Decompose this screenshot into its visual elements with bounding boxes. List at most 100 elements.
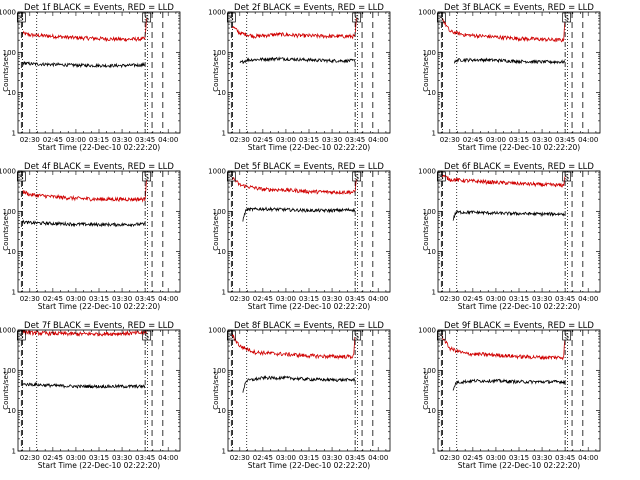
chart-panel-2: Det 2f BLACK = Events, RED = LLD Counts/s…: [208, 3, 391, 152]
x-tick-label: 03:00: [66, 295, 86, 303]
y-axis-label: Counts/sec: [2, 53, 10, 92]
saa-marker-label: S: [354, 15, 359, 23]
y-tick-label: 100: [213, 49, 226, 57]
y-axis-label: Counts/sec: [422, 371, 430, 410]
y-tick-label: 1: [12, 448, 16, 456]
chart-panel-9: Det 9f BLACK = Events, RED = LLD Counts/s…: [418, 321, 601, 470]
chart-panel-4: Det 4f BLACK = Events, RED = LLD Counts/s…: [0, 162, 181, 311]
plot-frame: [437, 329, 601, 452]
x-tick-label: 04:00: [578, 295, 598, 303]
series-line-lld: [21, 330, 147, 337]
y-tick-label: 100: [423, 367, 436, 375]
x-tick-label: 03:45: [135, 454, 155, 462]
x-tick-label: 02:30: [230, 454, 250, 462]
saa-marker-label: S: [144, 333, 149, 341]
saa-marker-label: S: [19, 174, 24, 182]
x-axis-label: Start Time (22-Dec-10 02:22:20): [458, 143, 580, 152]
x-tick-label: 03:00: [276, 454, 296, 462]
saa-marker-box: [436, 171, 446, 182]
chart-panel-6: Det 6f BLACK = Events, RED = LLD Counts/s…: [418, 162, 601, 311]
x-tick-label: 02:30: [20, 295, 40, 303]
x-tick-label: 02:45: [43, 136, 63, 144]
x-tick-label: 04:00: [368, 295, 388, 303]
x-tick-label: 03:15: [299, 136, 319, 144]
saa-marker-label: S: [439, 333, 444, 341]
y-tick-label: 10: [7, 407, 16, 415]
saa-marker-box: [352, 171, 362, 182]
plot-frame: [227, 170, 391, 293]
series-line-lld: [231, 334, 356, 360]
chart-panel-1: Det 1f BLACK = Events, RED = LLD Counts/s…: [0, 3, 181, 152]
y-axis-label: Counts/sec: [2, 371, 10, 410]
x-tick-label: 03:30: [112, 136, 132, 144]
chart-title: Det 7f BLACK = Events, RED = LLD: [24, 321, 174, 331]
chart-panel-5: Det 5f BLACK = Events, RED = LLD Counts/s…: [208, 162, 391, 311]
x-tick-label: 03:15: [509, 136, 529, 144]
y-tick-label: 10: [217, 89, 226, 97]
x-tick-label: 04:00: [578, 136, 598, 144]
series-line-lld: [441, 335, 566, 361]
saa-marker-box: [16, 12, 26, 23]
x-axis-label: Start Time (22-Dec-10 02:22:20): [38, 302, 160, 311]
plot-frame: [227, 329, 391, 452]
saa-marker-label: S: [229, 174, 234, 182]
series-line-events: [452, 209, 565, 221]
x-tick-label: 03:00: [276, 136, 296, 144]
saa-marker-box: [436, 330, 446, 341]
x-tick-label: 03:45: [135, 136, 155, 144]
saa-marker-box: [562, 12, 572, 23]
saa-marker-label: S: [564, 174, 569, 182]
y-axis-label: Counts/sec: [422, 212, 430, 251]
x-axis-label: Start Time (22-Dec-10 02:22:20): [38, 143, 160, 152]
y-axis-label: Counts/sec: [422, 53, 430, 92]
saa-marker-label: S: [439, 174, 444, 182]
saa-marker-box: [226, 12, 236, 23]
chart-title: Det 3f BLACK = Events, RED = LLD: [444, 3, 594, 13]
y-tick-label: 1000: [418, 327, 436, 335]
saa-marker-label: S: [564, 333, 569, 341]
y-tick-label: 1: [222, 448, 226, 456]
saa-marker-label: S: [354, 174, 359, 182]
chart-title: Det 5f BLACK = Events, RED = LLD: [234, 162, 384, 172]
y-tick-label: 1000: [208, 9, 226, 17]
x-tick-label: 02:45: [253, 136, 273, 144]
series-line-events: [452, 378, 566, 391]
y-tick-label: 1: [432, 448, 436, 456]
x-tick-label: 03:30: [322, 136, 342, 144]
y-axis-label: Counts/sec: [212, 371, 220, 410]
saa-marker-label: S: [439, 15, 444, 23]
x-tick-label: 03:45: [555, 454, 575, 462]
y-axis-label: Counts/sec: [2, 212, 10, 251]
saa-marker-box: [142, 171, 152, 182]
y-tick-label: 1000: [208, 327, 226, 335]
saa-marker-box: [226, 330, 236, 341]
y-axis-label: Counts/sec: [212, 212, 220, 251]
y-tick-label: 1000: [0, 9, 16, 17]
series-line-lld: [441, 18, 566, 43]
saa-marker-box: [142, 12, 152, 23]
x-tick-label: 02:30: [440, 295, 460, 303]
y-tick-label: 1000: [0, 168, 16, 176]
plot-frame: [17, 329, 181, 452]
x-tick-label: 03:45: [135, 295, 155, 303]
x-tick-label: 04:00: [158, 295, 178, 303]
x-tick-label: 02:45: [253, 454, 273, 462]
x-tick-label: 02:45: [253, 295, 273, 303]
series-line-lld: [231, 17, 357, 40]
x-tick-label: 03:00: [486, 454, 506, 462]
x-axis-label: Start Time (22-Dec-10 02:22:20): [38, 461, 160, 470]
x-tick-label: 03:15: [509, 295, 529, 303]
y-tick-label: 100: [3, 367, 16, 375]
x-tick-label: 02:45: [463, 136, 483, 144]
plot-frame: [437, 11, 601, 134]
saa-marker-label: S: [19, 333, 24, 341]
x-tick-label: 03:45: [345, 295, 365, 303]
y-tick-label: 1: [222, 130, 226, 138]
chart-title: Det 9f BLACK = Events, RED = LLD: [444, 321, 594, 331]
plot-frame: [17, 170, 181, 293]
y-tick-label: 1: [432, 289, 436, 297]
y-tick-label: 100: [423, 208, 436, 216]
x-tick-label: 03:30: [532, 454, 552, 462]
saa-marker-label: S: [354, 333, 359, 341]
saa-marker-label: S: [19, 15, 24, 23]
